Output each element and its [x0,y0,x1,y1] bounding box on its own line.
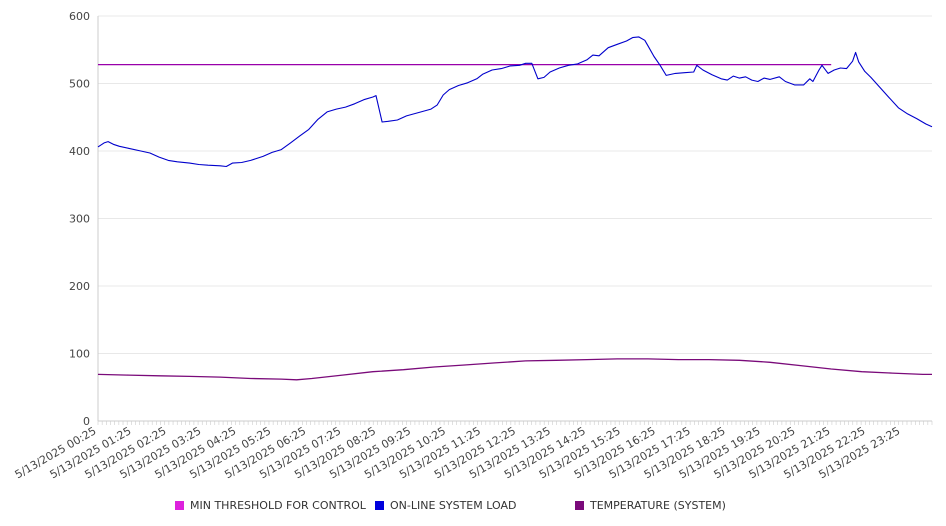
y-tick-label: 200 [69,280,90,293]
legend-item-system-load[interactable]: ON-LINE SYSTEM LOAD [375,499,516,512]
y-tick-label: 300 [69,213,90,226]
legend-swatch [375,501,384,510]
y-tick-label: 0 [83,415,90,428]
legend-item-min-threshold[interactable]: MIN THRESHOLD FOR CONTROL [175,499,366,512]
y-axis-ticks: 0 100 200 300 400 500 600 [69,10,90,428]
gridlines [98,15,932,354]
legend-label: TEMPERATURE (SYSTEM) [590,499,726,512]
legend-swatch [175,501,184,510]
legend-swatch [575,501,584,510]
series-lines [97,36,933,381]
legend-item-temperature[interactable]: TEMPERATURE (SYSTEM) [575,499,726,512]
legend-label: ON-LINE SYSTEM LOAD [390,499,517,512]
axes [97,16,933,425]
y-tick-label: 600 [69,10,90,23]
x-axis-ticks: 5/13/2025 00:255/13/2025 01:255/13/2025 … [13,424,903,481]
series-line-2 [97,358,932,381]
legend: MIN THRESHOLD FOR CONTROL ON-LINE SYSTEM… [0,499,946,513]
y-tick-label: 400 [69,145,90,158]
y-tick-label: 500 [69,78,90,91]
series-line-1 [97,36,933,168]
y-tick-label: 100 [69,348,90,361]
legend-label: MIN THRESHOLD FOR CONTROL [190,499,366,512]
